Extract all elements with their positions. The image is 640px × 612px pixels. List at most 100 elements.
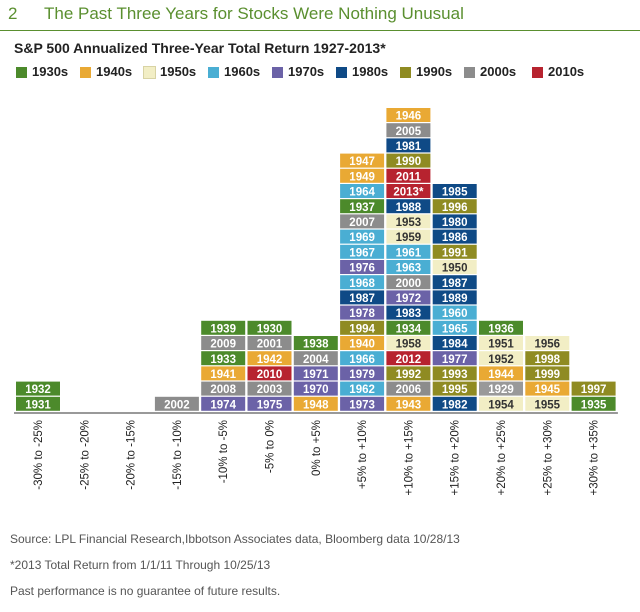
year-label: 1947 xyxy=(349,156,375,168)
year-label: 1936 xyxy=(488,323,514,335)
year-label: 1963 xyxy=(396,263,422,275)
year-cell xyxy=(432,260,477,274)
year-label: 2002 xyxy=(164,399,190,411)
year-label: 1929 xyxy=(488,384,514,396)
year-cell xyxy=(525,351,570,366)
report-header: 2 The Past Three Years for Stocks Were N… xyxy=(0,0,640,31)
year-label: 1972 xyxy=(396,293,422,305)
year-cell xyxy=(386,138,431,153)
legend-swatch xyxy=(400,67,411,78)
x-tick-label: 0% to +5% xyxy=(311,420,323,476)
year-label: 1994 xyxy=(349,323,375,335)
x-tick-label: -30% to -25% xyxy=(33,420,45,490)
year-label: 2007 xyxy=(349,217,375,229)
year-label: 1954 xyxy=(488,399,514,411)
year-label: 1990 xyxy=(396,156,422,168)
year-cell xyxy=(340,290,385,305)
year-cell xyxy=(386,229,431,244)
year-label: 1950 xyxy=(442,263,468,275)
year-label: 1975 xyxy=(257,399,283,411)
year-label: 1985 xyxy=(442,187,468,199)
year-cell xyxy=(432,381,477,396)
year-cell xyxy=(247,366,292,381)
year-label: 1966 xyxy=(349,354,375,366)
legend-swatch xyxy=(143,66,156,79)
year-label: 1942 xyxy=(257,354,283,366)
year-label: 1952 xyxy=(488,354,514,366)
disclaimer: Past performance is no guarantee of futu… xyxy=(10,584,281,598)
year-cell xyxy=(340,229,385,244)
year-label: 1965 xyxy=(442,323,468,335)
year-cell xyxy=(386,275,431,290)
year-label: 1980 xyxy=(442,217,468,229)
year-cell xyxy=(525,366,570,381)
year-cell xyxy=(340,351,385,366)
year-label: 1940 xyxy=(349,339,375,351)
year-label: 1988 xyxy=(396,202,422,214)
year-label: 1931 xyxy=(25,399,51,411)
year-label: 1949 xyxy=(349,171,375,183)
year-label: 2001 xyxy=(257,339,283,351)
year-cell xyxy=(479,366,523,381)
year-label: 1945 xyxy=(535,384,561,396)
year-cell xyxy=(432,320,477,335)
year-label: 1930 xyxy=(257,323,283,335)
year-cell xyxy=(340,244,385,259)
x-tick-label: +20% to +25% xyxy=(496,420,508,495)
year-cell xyxy=(293,366,338,381)
year-label: 1968 xyxy=(349,278,375,290)
year-label: 1933 xyxy=(210,354,236,366)
year-cell xyxy=(386,305,431,320)
legend-label: 1930s xyxy=(32,64,69,79)
legend-label: 1950s xyxy=(160,64,197,79)
legend-swatch xyxy=(272,67,283,78)
year-cell xyxy=(432,229,477,244)
year-label: 1959 xyxy=(396,232,422,244)
year-label: 1932 xyxy=(25,384,51,396)
x-tick-label: +15% to +20% xyxy=(450,420,462,495)
legend-label: 1940s xyxy=(96,64,133,79)
year-cell xyxy=(432,244,477,259)
year-label: 2010 xyxy=(257,369,283,381)
year-label: 1961 xyxy=(396,247,422,259)
year-label: 1964 xyxy=(349,187,375,199)
year-cell xyxy=(571,396,616,411)
year-cell xyxy=(340,153,385,168)
year-label: 1955 xyxy=(535,399,561,411)
x-tick-label: +25% to +30% xyxy=(542,420,554,495)
legend-swatch xyxy=(16,67,27,78)
year-cell xyxy=(293,396,338,411)
x-tick-label: -10% to -5% xyxy=(218,420,230,483)
year-cell xyxy=(479,351,523,366)
x-tick-label: +30% to +35% xyxy=(589,420,601,495)
year-label: 1953 xyxy=(396,217,422,229)
legend-label: 2000s xyxy=(480,64,517,79)
year-cell xyxy=(386,396,431,411)
year-cell xyxy=(201,351,246,366)
legend-swatch xyxy=(80,67,91,78)
year-cell xyxy=(432,290,477,305)
figure-title: The Past Three Years for Stocks Were Not… xyxy=(44,4,464,23)
year-cell xyxy=(293,351,338,366)
year-cell xyxy=(386,351,431,366)
year-label: 2004 xyxy=(303,354,329,366)
year-label: 1937 xyxy=(349,202,375,214)
year-cell xyxy=(386,320,431,335)
year-cell xyxy=(525,336,570,350)
year-cell xyxy=(386,336,431,350)
year-label: 1970 xyxy=(303,384,329,396)
year-cell xyxy=(386,153,431,168)
year-cell xyxy=(340,366,385,381)
year-cell xyxy=(154,396,199,411)
year-cell xyxy=(340,275,385,290)
legend-swatch xyxy=(208,67,219,78)
year-label: 2003 xyxy=(257,384,283,396)
year-cell xyxy=(479,381,523,396)
year-label: 1978 xyxy=(349,308,375,320)
year-label: 1969 xyxy=(349,232,375,244)
histogram-chart: 1931 1932 -30% to -25% -25% to -20% -20% to … xyxy=(14,108,618,495)
year-cell xyxy=(432,351,477,366)
year-cell xyxy=(386,244,431,259)
year-cell xyxy=(293,336,338,350)
year-cell xyxy=(340,305,385,320)
